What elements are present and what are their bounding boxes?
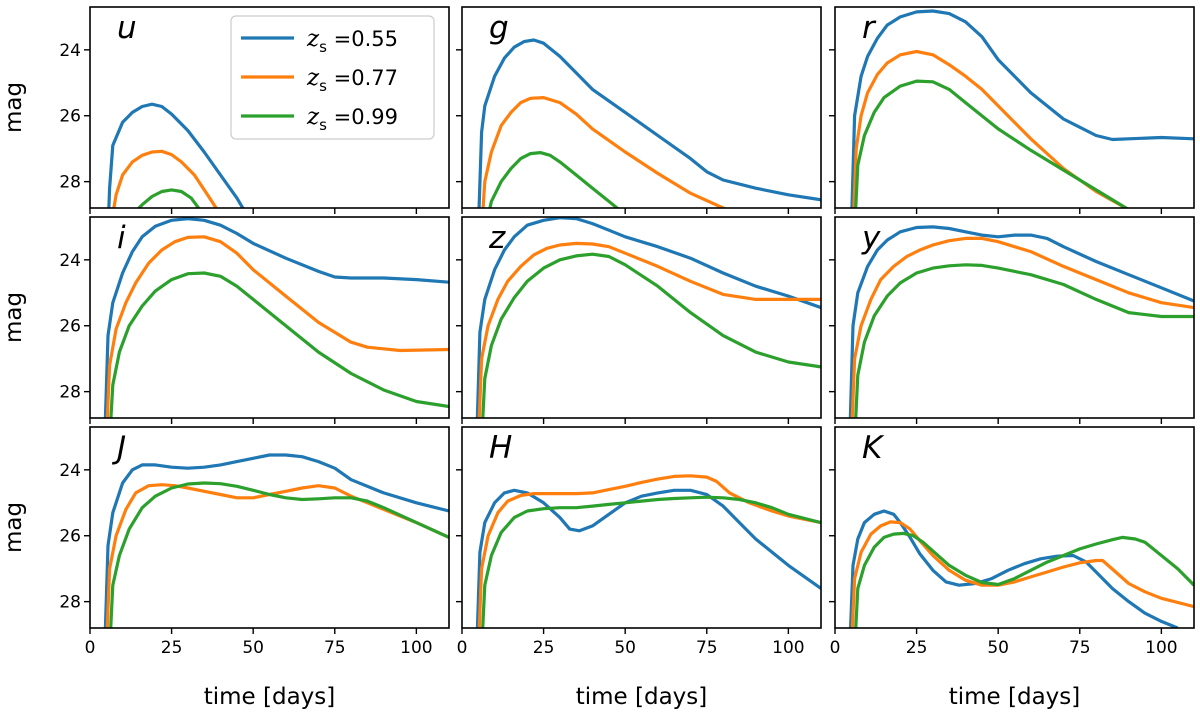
series-line-H-0 bbox=[475, 488, 821, 628]
series-line-i-2 bbox=[109, 271, 449, 418]
x-tick-label: 25 bbox=[161, 638, 183, 658]
series-line-H-1 bbox=[477, 474, 821, 628]
y-tick-label: 28 bbox=[59, 593, 81, 613]
x-tick-label: 100 bbox=[772, 638, 804, 658]
x-tick-label: 50 bbox=[242, 638, 264, 658]
plot-frame bbox=[834, 426, 1195, 629]
plot-frame bbox=[834, 6, 1195, 209]
series-line-r-1 bbox=[852, 49, 1130, 208]
y-tick-label: 28 bbox=[59, 383, 81, 403]
panel-r: r bbox=[829, 6, 1195, 214]
legend: zs =0.55 zs =0.77 zs =0.99 bbox=[230, 15, 435, 140]
series-line-u-0 bbox=[107, 102, 245, 208]
series-line-J-0 bbox=[103, 453, 449, 628]
series-line-i-0 bbox=[103, 217, 449, 418]
x-tick-label: 100 bbox=[1145, 638, 1177, 658]
x-tick-label: 25 bbox=[906, 638, 928, 658]
panel-label: g bbox=[489, 10, 509, 46]
legend-entry: zs =0.55 bbox=[306, 26, 398, 56]
y-tick-label: 24 bbox=[59, 461, 81, 481]
series-line-y-0 bbox=[848, 225, 1194, 418]
series-line-g-0 bbox=[477, 38, 821, 208]
x-tick-label: 50 bbox=[614, 638, 636, 658]
plot-frame bbox=[89, 426, 450, 629]
panel-u: 24 26 28 u mag bbox=[1, 6, 450, 214]
panel-z: z bbox=[456, 216, 822, 424]
series-line-H-2 bbox=[481, 495, 821, 628]
x-axis-label: time [days] bbox=[949, 684, 1081, 710]
x-tick-label: 50 bbox=[987, 638, 1009, 658]
x-axis-label: time [days] bbox=[576, 684, 708, 710]
x-tick-label: 0 bbox=[830, 638, 841, 658]
panel-y: y bbox=[829, 216, 1195, 424]
legend-entry: zs =0.77 bbox=[306, 65, 398, 95]
series-line-u-2 bbox=[136, 188, 201, 208]
x-tick-label: 25 bbox=[533, 638, 555, 658]
panel-i: 24 26 28 i mag bbox=[1, 216, 450, 424]
x-tick-label: 100 bbox=[400, 638, 432, 658]
series-line-g-2 bbox=[488, 151, 620, 208]
plot-frame bbox=[89, 216, 450, 419]
legend-entry: zs =0.99 bbox=[306, 104, 398, 134]
y-axis-label: mag bbox=[1, 292, 27, 343]
series-line-u-1 bbox=[112, 149, 219, 208]
plot-frame bbox=[461, 426, 822, 629]
panel-label: J bbox=[111, 430, 126, 466]
legend-box bbox=[230, 15, 435, 140]
series-line-z-1 bbox=[477, 241, 821, 418]
x-tick-label: 75 bbox=[324, 638, 346, 658]
x-tick-label: 0 bbox=[457, 638, 468, 658]
panel-label: u bbox=[117, 10, 137, 46]
y-tick-label: 26 bbox=[59, 527, 81, 547]
panel-label: z bbox=[488, 220, 506, 256]
plot-frame bbox=[834, 216, 1195, 419]
panel-label: H bbox=[489, 430, 512, 466]
series-line-J-1 bbox=[105, 483, 449, 628]
panel-label: K bbox=[862, 430, 885, 466]
panel-label: i bbox=[117, 220, 126, 256]
panel-label: y bbox=[861, 220, 881, 256]
y-tick-label: 26 bbox=[59, 317, 81, 337]
x-tick-label: 75 bbox=[1069, 638, 1091, 658]
x-tick-label: 0 bbox=[85, 638, 96, 658]
series-line-i-1 bbox=[105, 235, 449, 418]
panel-label: r bbox=[862, 10, 877, 46]
series-line-z-2 bbox=[481, 252, 821, 418]
series-line-r-2 bbox=[854, 79, 1130, 208]
series-line-r-0 bbox=[850, 9, 1194, 208]
series-line-K-2 bbox=[854, 531, 1194, 628]
series-line-K-1 bbox=[850, 520, 1194, 628]
y-tick-label: 26 bbox=[59, 107, 81, 127]
series-line-J-2 bbox=[109, 481, 449, 628]
series-line-z-0 bbox=[475, 217, 821, 418]
plot-frame bbox=[461, 6, 822, 209]
x-tick-label: 75 bbox=[696, 638, 718, 658]
y-axis-label: mag bbox=[1, 82, 27, 133]
x-axis-label: time [days] bbox=[204, 684, 336, 710]
series-line-y-1 bbox=[850, 236, 1194, 418]
y-tick-label: 24 bbox=[59, 251, 81, 271]
series-line-g-1 bbox=[481, 96, 728, 208]
y-axis-label: mag bbox=[1, 502, 27, 553]
plot-frame bbox=[89, 6, 450, 209]
series-line-y-2 bbox=[854, 263, 1194, 418]
y-tick-label: 24 bbox=[59, 41, 81, 61]
y-tick-label: 28 bbox=[59, 173, 81, 193]
panel-g: g bbox=[456, 6, 822, 214]
plot-frame bbox=[461, 216, 822, 419]
